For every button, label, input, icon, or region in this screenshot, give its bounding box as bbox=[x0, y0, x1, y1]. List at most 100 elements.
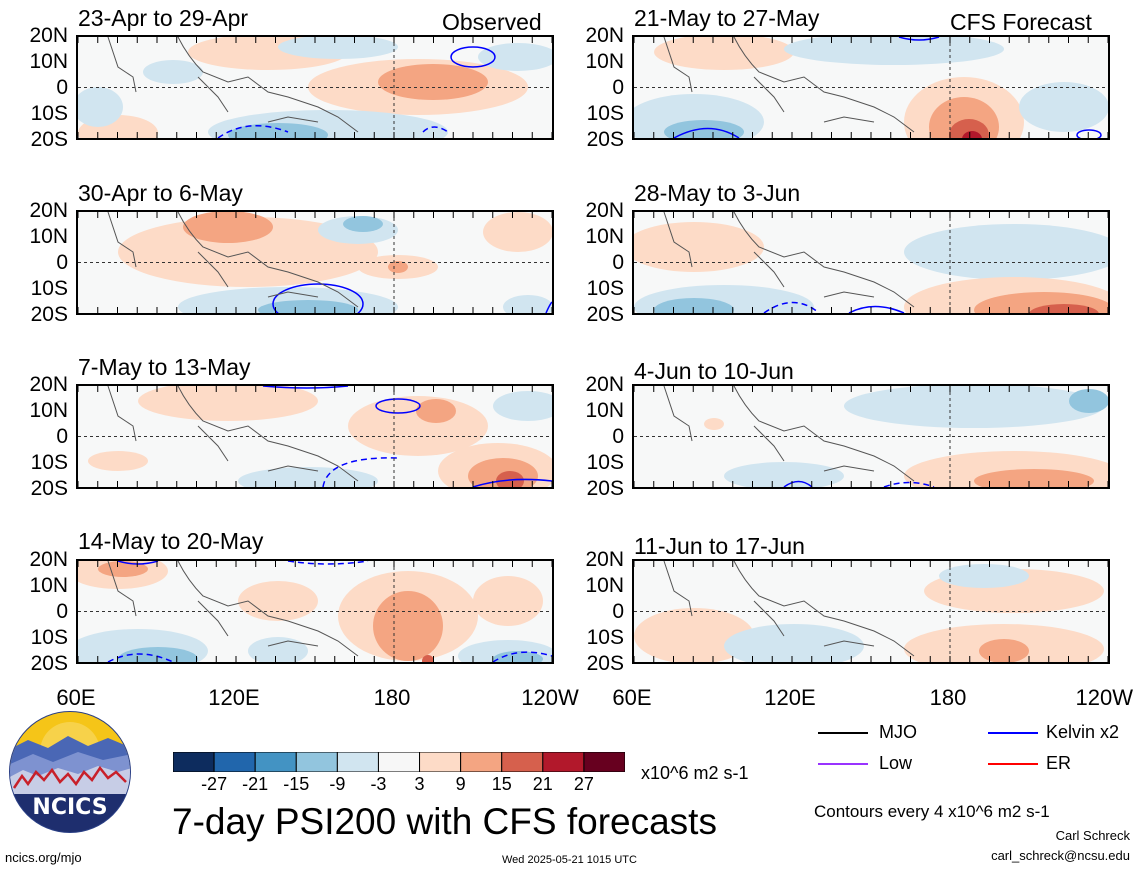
lat-label: 20N bbox=[585, 199, 624, 222]
colorbar-tick-label: 15 bbox=[491, 774, 512, 794]
colorbar-swatch bbox=[583, 751, 626, 773]
panel-8-title: 11-Jun to 17-Jun bbox=[634, 533, 805, 559]
lat-label: 20S bbox=[30, 303, 68, 326]
lat-label: 0 bbox=[612, 425, 624, 448]
lat-label: 20S bbox=[586, 128, 624, 151]
figure-title: 7-day PSI200 with CFS forecasts bbox=[172, 801, 717, 842]
colorbar-swatch bbox=[460, 751, 503, 773]
coastline bbox=[107, 212, 359, 308]
colorbar-tick-label: 3 bbox=[414, 774, 425, 794]
lat-label: 10N bbox=[29, 399, 68, 422]
lat-label: 0 bbox=[612, 76, 624, 99]
map-panel-1 bbox=[76, 35, 554, 140]
colorbar-swatch bbox=[501, 751, 544, 773]
lon-label: 180 bbox=[373, 685, 411, 710]
lat-label: 20S bbox=[30, 477, 68, 500]
colorbar-tick-label: -3 bbox=[370, 774, 387, 794]
colorbar-tick-label: -21 bbox=[242, 774, 269, 794]
lat-label: 20N bbox=[585, 548, 624, 571]
lat-label: 20N bbox=[29, 548, 68, 571]
contour-note: Contours every 4 x10^6 m2 s-1 bbox=[814, 802, 1050, 821]
colorbar-swatch bbox=[542, 751, 585, 773]
lat-label: 10S bbox=[30, 277, 68, 300]
cfs-forecast-label: CFS Forecast bbox=[950, 9, 1092, 35]
colorbar-tick-label: 27 bbox=[573, 774, 594, 794]
lat-label: 20N bbox=[29, 373, 68, 396]
lon-label: 120W bbox=[521, 685, 579, 710]
legend-label-mjo: MJO bbox=[879, 722, 917, 742]
panel-1-title: 23-Apr to 29-Apr bbox=[78, 5, 249, 31]
lat-label: 10S bbox=[30, 626, 68, 649]
lat-label: 20N bbox=[29, 24, 68, 47]
lat-label: 10S bbox=[30, 451, 68, 474]
lat-label: 0 bbox=[56, 76, 68, 99]
lat-label: 20S bbox=[586, 652, 624, 675]
lon-label: 60E bbox=[56, 685, 96, 710]
legend-line-mjo bbox=[818, 732, 868, 734]
lat-label: 20N bbox=[29, 199, 68, 222]
colorbar-tick-label: -9 bbox=[329, 774, 346, 794]
lat-label: 0 bbox=[56, 251, 68, 274]
timestamp: Wed 2025-05-21 1015 UTC bbox=[502, 854, 637, 866]
legend-label-er: ER bbox=[1046, 753, 1072, 773]
panel-5-title: 7-May to 13-May bbox=[78, 354, 251, 380]
site-url[interactable]: ncics.org/mjo bbox=[5, 850, 82, 865]
observed-label: Observed bbox=[442, 9, 542, 35]
legend-label-low: Low bbox=[879, 753, 913, 773]
colorbar-swatch bbox=[377, 751, 421, 773]
colorbar-tick-label: 21 bbox=[532, 774, 553, 794]
map-panel-8 bbox=[632, 559, 1110, 664]
colorbar-swatch bbox=[213, 751, 256, 773]
lat-label: 10N bbox=[29, 50, 68, 73]
colorbar-swatch bbox=[295, 751, 338, 773]
lat-label: 20S bbox=[30, 652, 68, 675]
lat-label: 10S bbox=[586, 626, 624, 649]
lon-label: 180 bbox=[929, 685, 967, 710]
lat-label: 10N bbox=[29, 574, 68, 597]
lat-label: 20S bbox=[586, 477, 624, 500]
lon-label: 60E bbox=[612, 685, 652, 710]
legend-label-kelvin: Kelvin x2 bbox=[1046, 722, 1120, 742]
colorbar-swatch bbox=[336, 751, 379, 773]
lat-label: 20N bbox=[585, 24, 624, 47]
colorbar-tick-label: -27 bbox=[201, 774, 228, 794]
lat-label: 10N bbox=[585, 574, 624, 597]
map-panel-4 bbox=[632, 210, 1110, 315]
coastline bbox=[663, 37, 915, 133]
lat-label: 10S bbox=[30, 102, 68, 125]
lat-label: 10S bbox=[586, 451, 624, 474]
lat-label: 10N bbox=[29, 225, 68, 248]
panel-3-title: 30-Apr to 6-May bbox=[78, 180, 243, 206]
colorbar-swatch bbox=[172, 751, 215, 773]
colorbar-swatch bbox=[254, 751, 297, 773]
colorbar-tick-label: 9 bbox=[455, 774, 466, 794]
panel-7-title: 14-May to 20-May bbox=[78, 528, 264, 554]
lat-label: 0 bbox=[56, 600, 68, 623]
lat-label: 20N bbox=[585, 373, 624, 396]
colorbar-tick-label: -15 bbox=[283, 774, 310, 794]
legend-line-kelvin bbox=[988, 732, 1038, 734]
map-panel-3 bbox=[76, 210, 554, 315]
colorbar-swatch bbox=[419, 751, 462, 773]
map-panel-5 bbox=[76, 384, 554, 489]
legend-line-er bbox=[988, 763, 1038, 765]
lat-label: 10N bbox=[585, 399, 624, 422]
map-panel-6 bbox=[632, 384, 1110, 489]
ncics-logo: NCICS bbox=[8, 710, 132, 834]
lat-label: 0 bbox=[612, 600, 624, 623]
lon-label: 120E bbox=[208, 685, 260, 710]
panel-6-title: 4-Jun to 10-Jun bbox=[634, 358, 794, 384]
coastline bbox=[107, 37, 359, 133]
lat-label: 20S bbox=[586, 303, 624, 326]
lon-label: 120E bbox=[764, 685, 816, 710]
author-email[interactable]: carl_schreck@ncsu.edu bbox=[991, 848, 1130, 863]
coastline bbox=[663, 386, 915, 482]
colorbar bbox=[172, 751, 626, 773]
lat-label: 20S bbox=[30, 128, 68, 151]
lat-label: 10S bbox=[586, 102, 624, 125]
legend-line-low bbox=[818, 763, 868, 765]
lat-label: 0 bbox=[56, 425, 68, 448]
map-panel-2 bbox=[632, 35, 1110, 140]
panel-2-title: 21-May to 27-May bbox=[634, 5, 820, 31]
coastline bbox=[663, 212, 915, 308]
